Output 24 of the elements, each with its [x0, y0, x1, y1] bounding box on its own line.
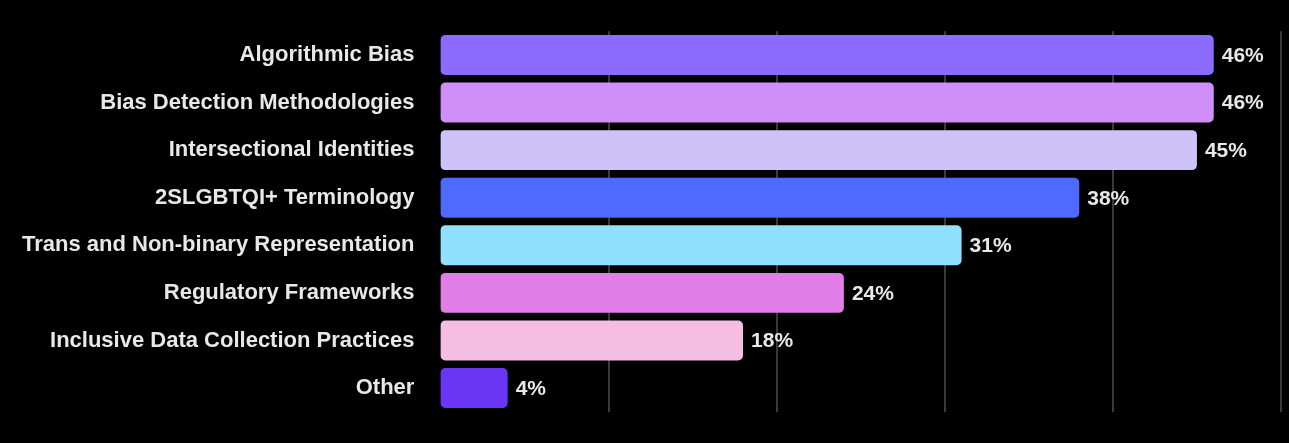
y-tick-label: Algorithmic Bias	[239, 41, 415, 67]
bar	[440, 368, 508, 408]
y-tick-label: Regulatory Frameworks	[163, 278, 415, 304]
data-label: 31%	[969, 233, 1012, 257]
bar	[440, 35, 1214, 75]
bar	[440, 130, 1197, 171]
data-label: 4%	[515, 375, 547, 399]
bar	[440, 82, 1214, 123]
bar	[440, 225, 962, 266]
data-label: 45%	[1204, 137, 1248, 161]
data-label: 18%	[751, 328, 794, 352]
data-label: 46%	[1221, 42, 1265, 66]
bar	[440, 320, 744, 361]
data-label: 38%	[1087, 185, 1130, 209]
y-tick-label: Intersectional Identities	[168, 136, 415, 162]
data-label: 46%	[1221, 90, 1265, 114]
y-tick-label: Other	[355, 374, 415, 400]
y-tick-label: 2SLGBTQI+ Terminology	[155, 183, 416, 209]
y-tick-label: Trans and Non-binary Representation	[22, 231, 415, 257]
data-label: 24%	[851, 280, 895, 304]
y-tick-label: Inclusive Data Collection Practices	[50, 326, 415, 352]
bar	[440, 177, 1080, 218]
bar	[440, 272, 844, 313]
y-tick-label: Bias Detection Methodologies	[100, 88, 415, 114]
